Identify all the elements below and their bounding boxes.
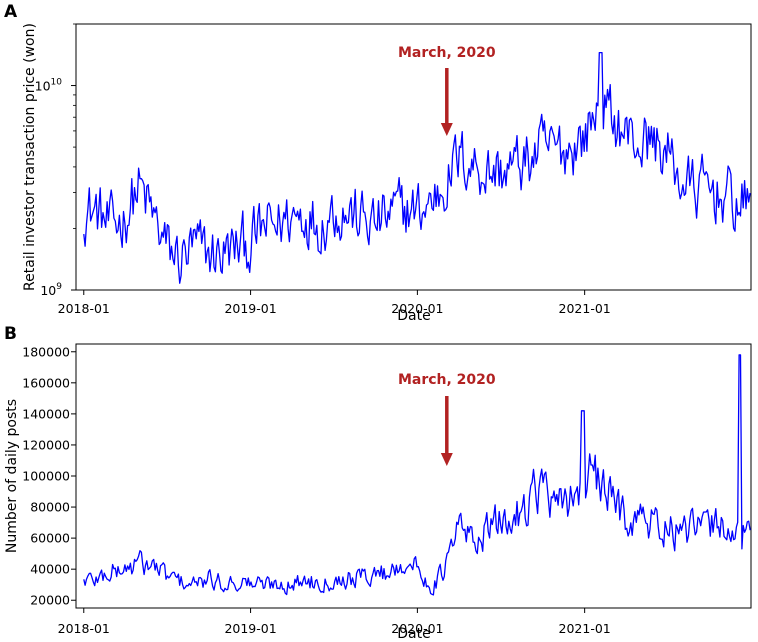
panel-a-y-axis-label: Retail investor transaction price (won) [22, 23, 38, 291]
panel-a-x-axis-label: Date [397, 308, 430, 324]
x-tick-label: 2019-01 [224, 301, 276, 316]
y-tick-label: 80000 [30, 500, 70, 515]
y-tick-label: 109 [40, 282, 62, 298]
panel-a-annotation-arrowhead [440, 123, 453, 136]
panel-b: B 2018-01 2019-01 2020-01 2021-01 20000 4000… [4, 324, 752, 642]
y-tick-label: 20000 [30, 593, 70, 608]
y-tick-label: 140000 [22, 406, 70, 421]
y-tick-label: 180000 [22, 344, 70, 359]
x-tick-label: 2020-01 [391, 301, 443, 316]
x-tick-label: 2018-01 [58, 301, 110, 316]
y-tick-label: 60000 [30, 531, 70, 546]
x-tick-label: 2019-01 [224, 621, 276, 636]
y-tick-label: 160000 [22, 375, 70, 390]
panel-b-annotation-text: March, 2020 [398, 372, 496, 388]
x-tick-label: 2021-01 [559, 621, 611, 636]
series-line-path [83, 354, 751, 596]
y-tick-exponent: 9 [56, 282, 62, 292]
y-tick-exponent: 10 [51, 78, 63, 88]
panel-b-x-axis-label: Date [397, 626, 430, 642]
panel-b-annotation-arrowhead [440, 453, 453, 466]
panel-a-series-line [83, 51, 751, 284]
panel-a-annotation: March, 2020 [398, 45, 496, 136]
y-tick-label: 40000 [30, 562, 70, 577]
panel-b-x-axis: 2018-01 2019-01 2020-01 2021-01 [58, 608, 611, 636]
y-tick-label: 100000 [22, 469, 70, 484]
panel-a-plot-frame [75, 23, 752, 291]
panel-b-letter: B [4, 324, 17, 344]
y-tick-label: 1010 [35, 78, 63, 94]
x-tick-label: 2021-01 [559, 301, 611, 316]
series-line-path [83, 51, 751, 284]
panel-b-y-axis: 20000 40000 60000 80000 100000 120000 140000 16… [22, 344, 76, 608]
panel-a-letter: A [4, 2, 18, 22]
panel-b-annotation: March, 2020 [398, 372, 496, 466]
panel-a-annotation-text: March, 2020 [398, 45, 496, 61]
panel-b-series-line [83, 354, 751, 596]
x-tick-label: 2018-01 [58, 621, 110, 636]
panel-b-y-axis-label: Number of daily posts [4, 399, 20, 553]
x-tick-label: 2020-01 [391, 621, 443, 636]
y-tick-label: 120000 [22, 437, 70, 452]
panel-a-x-axis: 2018-01 2019-01 2020-01 2021-01 [58, 290, 611, 316]
